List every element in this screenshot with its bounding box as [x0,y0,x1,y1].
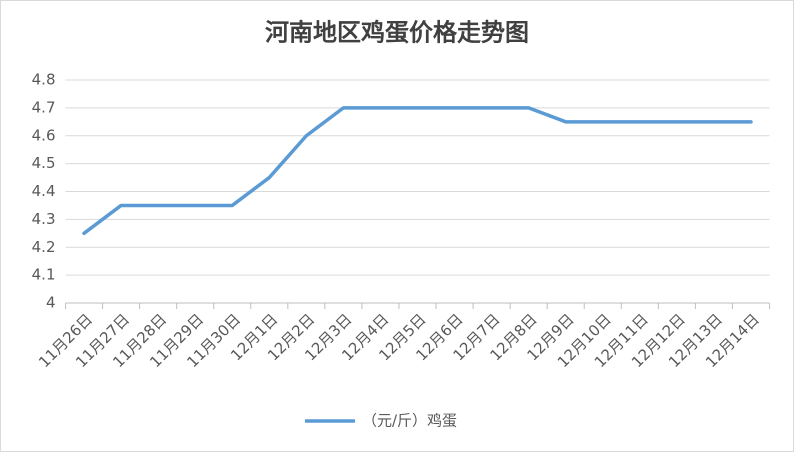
y-tick-label: 4.4 [32,182,56,200]
chart-title: 河南地区鸡蛋价格走势图 [265,18,529,47]
legend-label: （元/斤）鸡蛋 [362,412,457,430]
y-tick-label: 4.5 [32,154,56,172]
y-tick-label: 4.7 [32,98,56,116]
y-tick-label: 4.8 [32,71,56,89]
y-tick-label: 4.6 [32,126,56,144]
y-tick-label: 4.1 [32,266,56,284]
y-tick-label: 4.3 [32,210,56,228]
y-tick-label: 4 [46,294,56,312]
y-tick-label: 4.2 [32,238,56,256]
line-series [82,106,753,236]
